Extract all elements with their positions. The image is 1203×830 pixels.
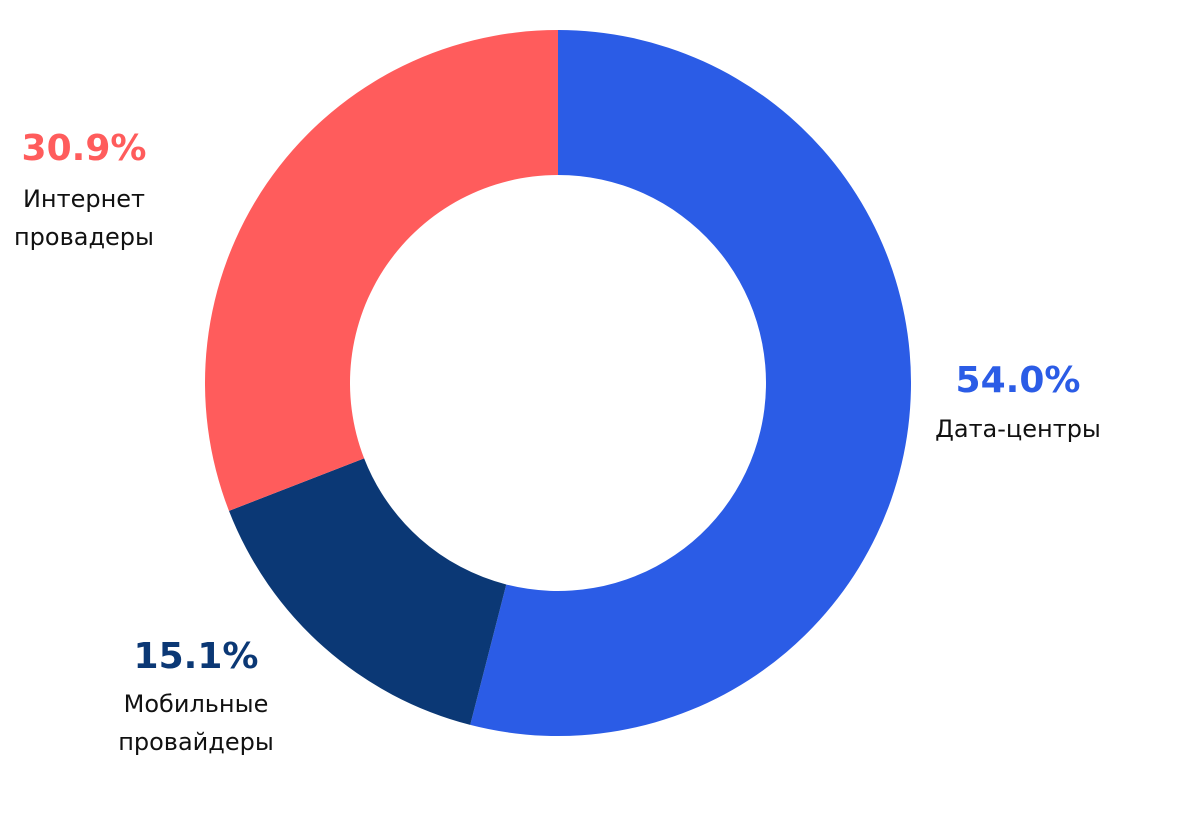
slice-internet-providers — [205, 30, 558, 511]
category-label-mobile-providers-line-2: провайдеры — [118, 728, 274, 756]
slice-labels: 54.0% Дата-центры 15.1% Мобильные провайдеры… — [14, 128, 1101, 756]
percent-label-mobile-providers: 15.1% — [134, 636, 259, 677]
category-label-internet-providers-line-1: Интернет — [23, 185, 145, 213]
category-label-mobile-providers-line-1: Мобильные — [124, 690, 269, 718]
percent-label-data-centers: 54.0% — [956, 360, 1081, 401]
slice-data-centers — [470, 30, 912, 737]
category-label-data-centers-line-1: Дата-центры — [935, 415, 1101, 443]
category-label-internet-providers-line-2: провадеры — [14, 223, 154, 251]
percent-label-internet-providers: 30.9% — [22, 128, 147, 169]
slice-mobile-providers — [228, 458, 507, 725]
donut-slices — [205, 30, 912, 737]
